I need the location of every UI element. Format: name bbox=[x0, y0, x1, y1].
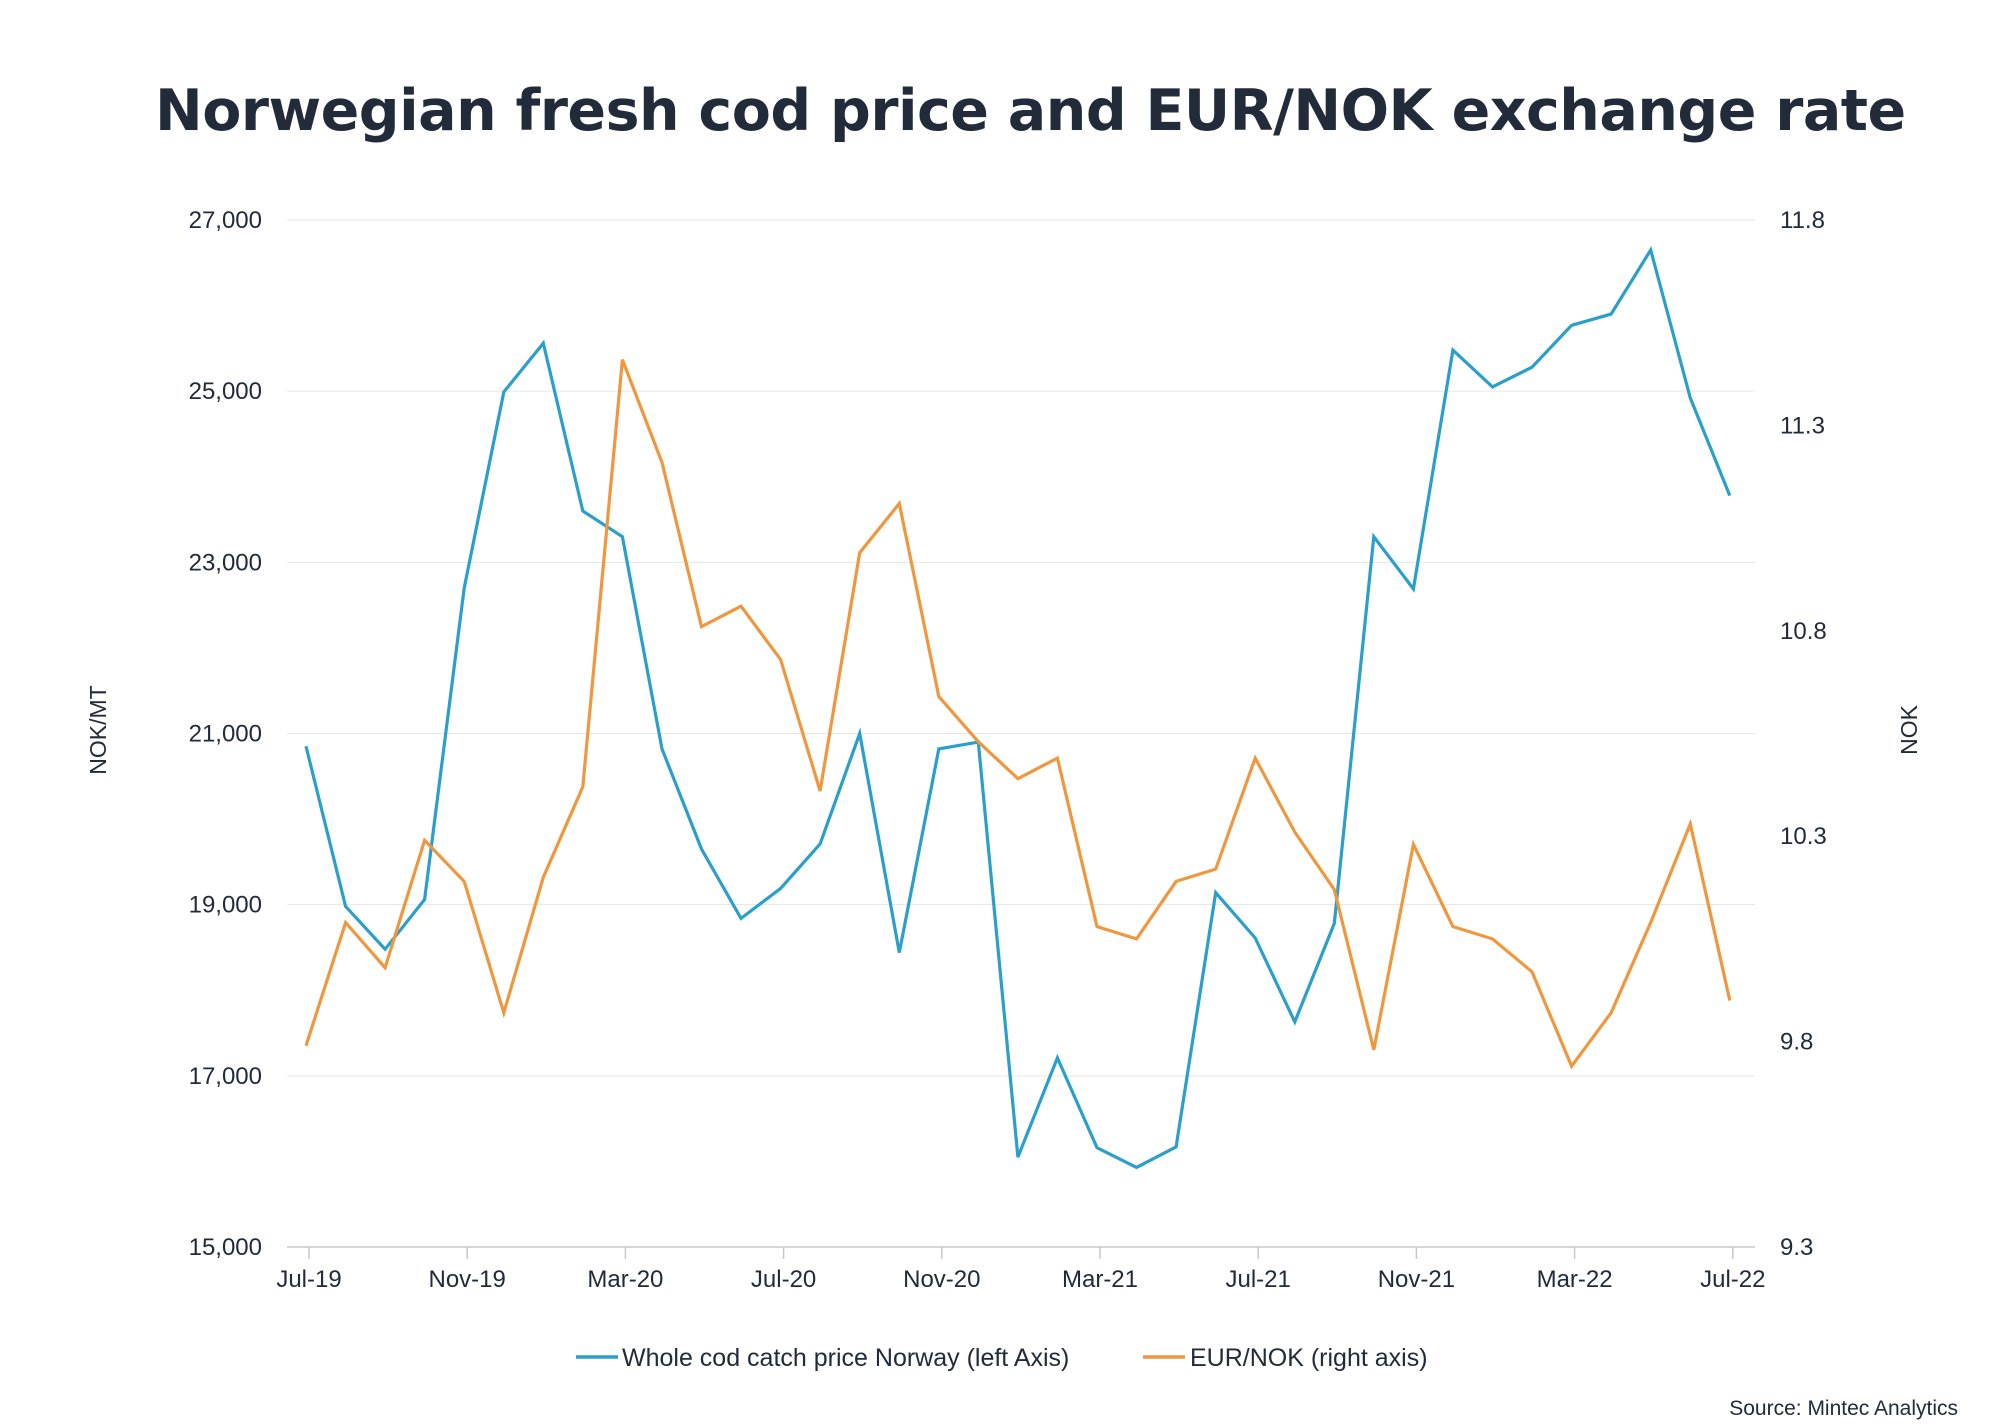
x-tick-label: Jul-19 bbox=[276, 1266, 341, 1293]
legend-label: EUR/NOK (right axis) bbox=[1190, 1344, 1428, 1372]
left-tick-label: 21,000 bbox=[189, 721, 262, 748]
x-tick-label: Nov-20 bbox=[903, 1266, 980, 1293]
right-tick-label: 10.8 bbox=[1780, 618, 1827, 645]
source-note: Source: Mintec Analytics bbox=[1729, 1397, 1958, 1420]
gridlines bbox=[287, 219, 1755, 1077]
right-tick-label: 9.8 bbox=[1780, 1029, 1813, 1056]
x-tick-label: Mar-20 bbox=[587, 1266, 663, 1293]
right-tick-label: 9.3 bbox=[1780, 1234, 1813, 1261]
left-tick-label: 17,000 bbox=[189, 1063, 262, 1090]
x-tick-label: Jul-20 bbox=[751, 1266, 816, 1293]
x-tick-label: Jul-22 bbox=[1700, 1266, 1765, 1293]
left-tick-label: 19,000 bbox=[189, 892, 262, 919]
eurnok-line bbox=[304, 359, 1732, 1070]
x-tick-label: Jul-21 bbox=[1226, 1266, 1291, 1293]
legend: Whole cod catch price Norway (left Axis)… bbox=[576, 1344, 1428, 1372]
right-axis-ticks: 9.3 9.8 10.3 10.8 11.3 11.8 bbox=[1780, 207, 1827, 1261]
legend-label: Whole cod catch price Norway (left Axis) bbox=[622, 1344, 1069, 1372]
chart-title: Norwegian fresh cod price and EUR/NOK ex… bbox=[155, 78, 1906, 144]
x-axis-ticks: Jul-19 Nov-19 Mar-20 Jul-20 Nov-20 Mar-21 Jul-… bbox=[276, 1266, 1765, 1293]
left-tick-label: 25,000 bbox=[189, 378, 262, 405]
left-tick-label: 23,000 bbox=[189, 549, 262, 576]
left-axis-title: NOK/MT bbox=[85, 685, 111, 774]
left-tick-label: 15,000 bbox=[189, 1234, 262, 1261]
cod-price-line bbox=[304, 246, 1732, 1170]
right-tick-label: 11.3 bbox=[1780, 412, 1825, 439]
x-tick-label: Nov-21 bbox=[1378, 1266, 1455, 1293]
left-tick-label: 27,000 bbox=[189, 207, 262, 234]
right-axis-title: NOK bbox=[1896, 704, 1922, 755]
left-axis-ticks: 15,000 17,000 19,000 21,000 23,000 25,000 27,0… bbox=[189, 207, 262, 1261]
x-tick-label: Mar-22 bbox=[1537, 1266, 1613, 1293]
axes bbox=[287, 1246, 1755, 1259]
right-tick-label: 10.3 bbox=[1780, 823, 1827, 850]
right-tick-label: 11.8 bbox=[1780, 207, 1825, 234]
series-lines bbox=[304, 246, 1732, 1170]
x-tick-label: Mar-21 bbox=[1062, 1266, 1138, 1293]
x-tick-label: Nov-19 bbox=[429, 1266, 506, 1293]
